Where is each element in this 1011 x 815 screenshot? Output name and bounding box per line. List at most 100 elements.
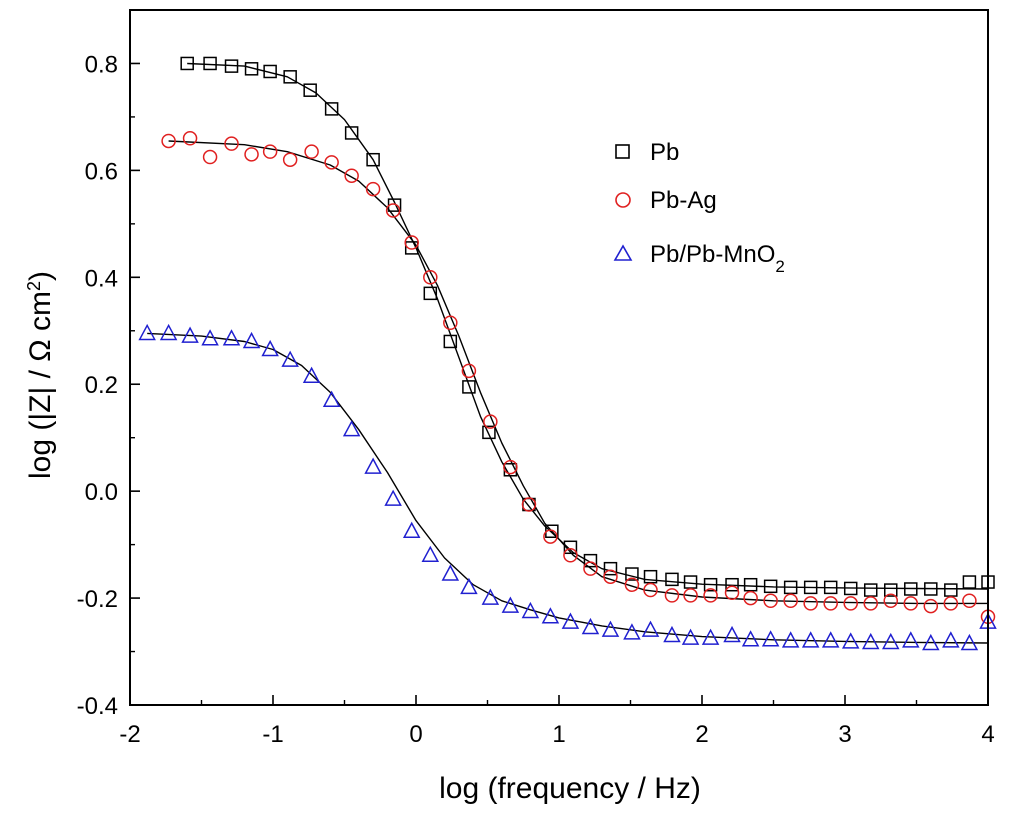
x-tick-label: 1 xyxy=(552,721,565,748)
data-point-pb-ag xyxy=(483,414,498,429)
data-point-pb-ag xyxy=(603,569,618,584)
data-point-pb-ag xyxy=(783,593,798,608)
data-point-pb-ag xyxy=(503,459,518,475)
data-point-pb-mno2 xyxy=(601,620,620,637)
data-point-pb-ag xyxy=(262,144,278,159)
y-tick-label: 0.2 xyxy=(85,372,118,399)
data-point-pb-ag xyxy=(461,363,477,379)
fit-lines xyxy=(147,62,989,644)
data-point-pb-mno2 xyxy=(421,545,440,563)
data-point-pb xyxy=(803,580,818,595)
data-point-pb-mno2 xyxy=(663,625,681,643)
y-tick-label: 0.0 xyxy=(85,479,118,506)
y-tick-label: 0.4 xyxy=(85,265,118,292)
data-point-pb-ag xyxy=(703,588,718,603)
data-point-pb-ag xyxy=(823,596,838,611)
data-point-pb-mno2 xyxy=(261,339,279,357)
data-point-pb-mno2 xyxy=(159,323,178,341)
data-point-pb-mno2 xyxy=(960,633,979,651)
data-point-pb-ag xyxy=(161,133,176,149)
data-point-pb-ag xyxy=(423,270,438,285)
data-point-pb-ag xyxy=(385,203,401,218)
data-point-pb-mno2 xyxy=(521,601,540,619)
data-point-pb-ag xyxy=(563,548,578,563)
data-point-pb xyxy=(924,582,938,596)
data-point-pb-mno2 xyxy=(623,623,641,640)
data-point-pb-mno2 xyxy=(681,628,700,645)
y-tick-label: -0.4 xyxy=(77,693,118,720)
data-point-pb-mno2 xyxy=(841,632,860,649)
legend-label-pb-mno2: Pb/Pb-MnO2 xyxy=(650,241,785,276)
data-point-pb xyxy=(443,334,458,349)
axis-ticks xyxy=(129,9,989,706)
data-point-pb-mno2 xyxy=(541,607,560,624)
data-point-pb xyxy=(224,59,239,73)
data-point-pb-ag xyxy=(903,596,919,611)
legend-label-pb-ag: Pb-Ag xyxy=(650,187,717,214)
data-point-pb-mno2 xyxy=(882,632,900,650)
svg-text:log (|Z| / Ω cm2): log (|Z| / Ω cm2) xyxy=(24,271,57,479)
data-point-pb xyxy=(743,577,758,592)
data-point-pb-mno2 xyxy=(201,329,219,346)
data-point-pb-ag xyxy=(724,585,740,600)
data-point-pb xyxy=(665,572,679,587)
data-point-pb xyxy=(823,580,838,595)
data-point-pb-mno2 xyxy=(942,631,960,648)
data-point-pb xyxy=(583,553,598,568)
data-point-pb-ag xyxy=(743,590,758,606)
data-point-pb xyxy=(404,241,419,255)
data-point-pb-ag xyxy=(244,147,259,162)
data-point-pb-mno2 xyxy=(723,625,741,643)
data-point-pb xyxy=(763,579,778,594)
data-point-pb xyxy=(462,380,476,394)
tick-labels: -2 -1 0 1 2 3 4 -0.4 -0.2 0.0 0.2 0.4 0.6 0.8 xyxy=(77,51,995,748)
data-point-pb-mno2 xyxy=(821,631,840,648)
data-markers xyxy=(138,56,997,651)
data-point-pb-ag xyxy=(624,577,640,592)
data-point-pb-ag xyxy=(664,588,680,603)
data-point-pb xyxy=(303,83,317,97)
x-tick-label: 0 xyxy=(409,721,422,748)
data-point-pb-ag xyxy=(803,596,818,611)
y-axis-label-close: ) xyxy=(24,271,57,281)
data-point-pb-mno2 xyxy=(501,596,520,613)
data-point-pb xyxy=(180,56,194,71)
data-point-pb xyxy=(344,126,359,140)
legend-item-pb: Pb xyxy=(615,139,679,166)
data-point-pb xyxy=(683,575,698,589)
data-point-pb xyxy=(962,575,977,589)
legend-item-pb-ag: Pb-Ag xyxy=(615,187,717,214)
data-point-pb xyxy=(263,64,277,79)
data-point-pb xyxy=(783,580,798,595)
data-point-pb-mno2 xyxy=(138,323,156,341)
data-point-pb-mno2 xyxy=(222,329,241,346)
data-point-pb xyxy=(203,56,217,71)
y-tick-label: 0.8 xyxy=(85,51,118,78)
data-point-pb-mno2 xyxy=(181,326,199,343)
data-point-pb xyxy=(843,581,858,596)
x-tick-label: 2 xyxy=(695,721,708,748)
data-point-pb-ag xyxy=(404,235,419,250)
data-point-pb-mno2 xyxy=(801,631,820,648)
data-point-pb-ag xyxy=(863,596,878,611)
data-point-pb-ag xyxy=(521,497,537,512)
data-point-pb xyxy=(643,569,658,584)
data-point-pb-ag xyxy=(182,131,198,146)
data-point-pb-mno2 xyxy=(281,350,299,367)
data-point-pb-mno2 xyxy=(701,628,720,645)
legend-item-pb-mno2: Pb/Pb-MnO2 xyxy=(613,241,785,276)
data-point-pb-mno2 xyxy=(384,489,402,506)
data-point-pb-mno2 xyxy=(302,366,321,383)
data-point-pb-mno2 xyxy=(402,521,421,538)
data-point-pb-ag xyxy=(962,593,977,608)
data-point-pb-mno2 xyxy=(861,632,880,650)
data-point-pb-ag xyxy=(883,593,899,608)
data-point-pb-ag xyxy=(643,582,658,598)
data-point-pb xyxy=(944,583,958,597)
data-point-pb xyxy=(603,561,618,576)
data-point-pb-mno2 xyxy=(441,564,460,581)
data-point-pb-ag xyxy=(282,152,298,167)
x-tick-label: -1 xyxy=(262,721,283,748)
y-axis-label-main: log (|Z| / Ω cm xyxy=(24,291,57,479)
data-point-pb-ag xyxy=(224,136,239,151)
